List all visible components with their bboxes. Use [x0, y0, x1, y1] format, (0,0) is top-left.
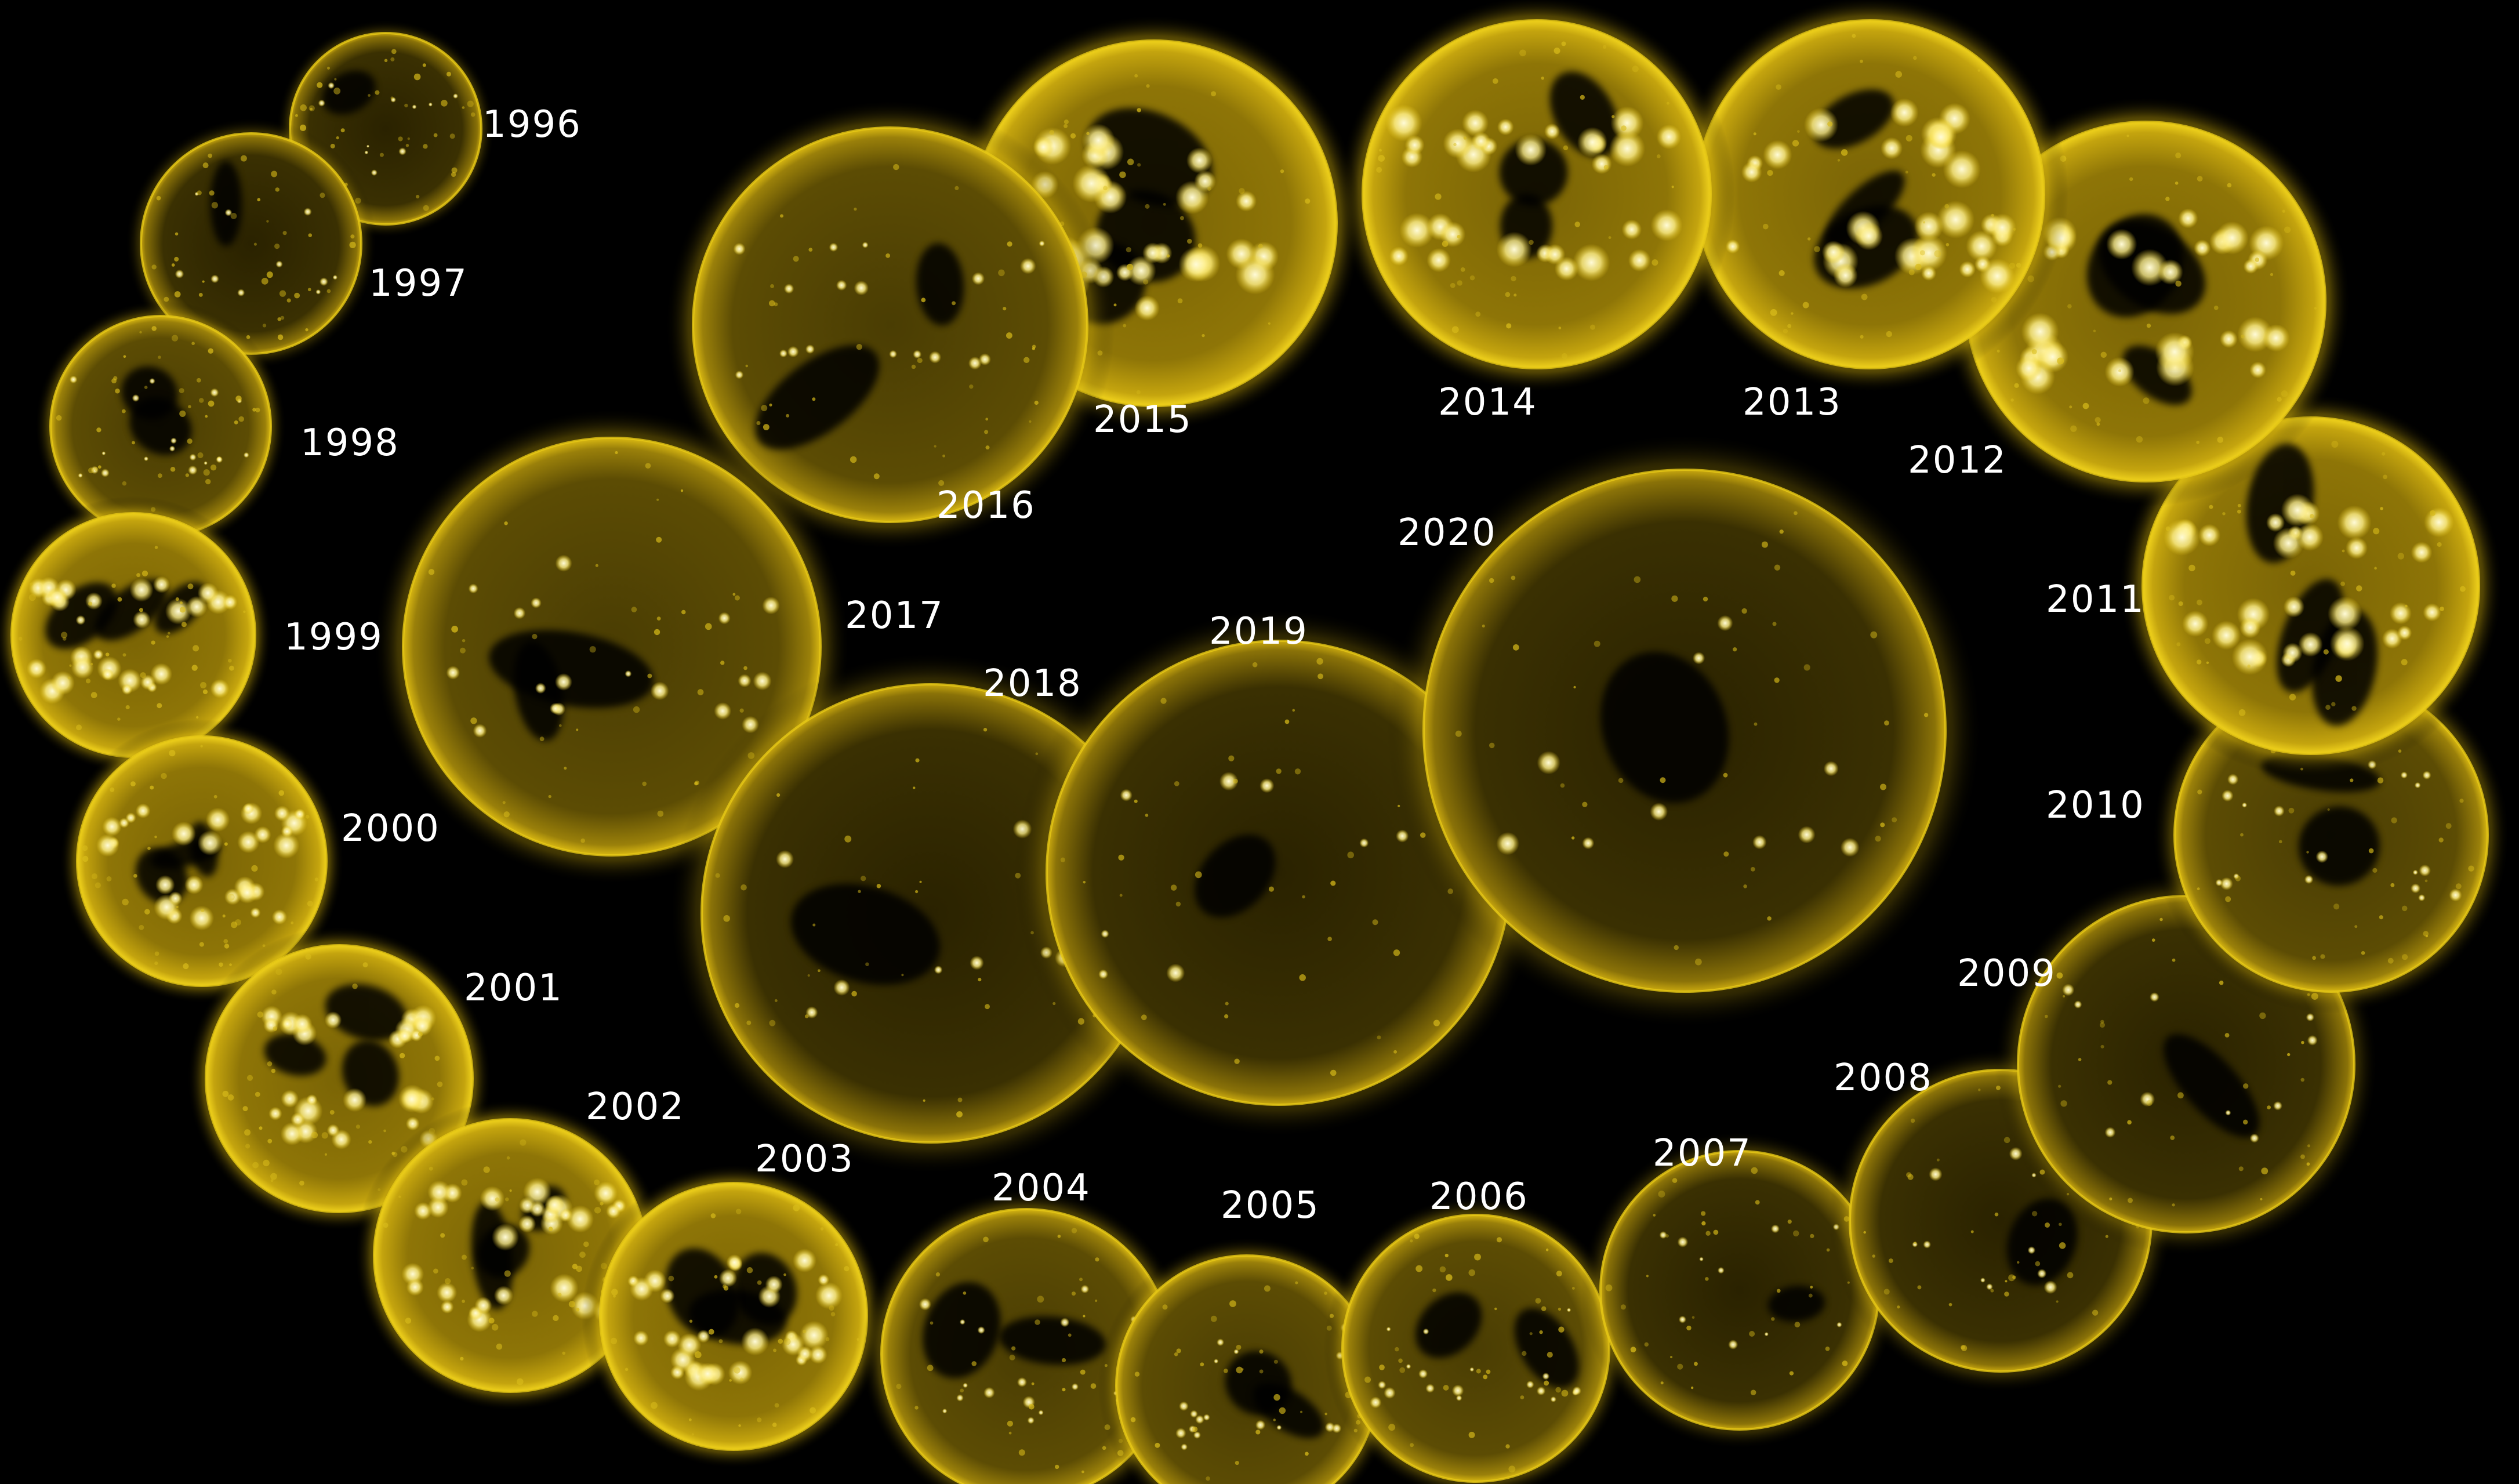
year-label: 2004: [992, 1167, 1091, 1210]
sun-disk-2006: [1323, 1196, 1628, 1484]
year-label: 2018: [983, 662, 1082, 705]
sun-disk-1998: [35, 300, 286, 552]
year-label: 2007: [1653, 1132, 1752, 1175]
sun-disk-2005: [1098, 1237, 1396, 1484]
sun-disk-2007: [1581, 1131, 1899, 1449]
sun-disk-2014: [1338, 0, 1735, 393]
year-label: 1999: [284, 616, 383, 659]
year-label: 1997: [369, 262, 468, 305]
year-label: 1996: [482, 103, 582, 146]
sun-disk-2016: [665, 100, 1115, 550]
year-label: 2006: [1429, 1175, 1529, 1218]
year-label: 2003: [755, 1138, 854, 1181]
year-label: 2002: [586, 1086, 685, 1129]
year-label: 2014: [1438, 381, 1537, 424]
sun-disk-2020: [1387, 433, 1982, 1028]
year-label: 2013: [1743, 381, 1842, 424]
year-label: 2011: [2046, 578, 2145, 621]
year-label: 2019: [1209, 610, 1308, 653]
year-label: 2000: [341, 807, 440, 850]
year-label: 2001: [464, 967, 563, 1010]
year-label: 2016: [937, 484, 1036, 527]
year-labels-layer: 1996 1997 1998 1999 2000 2001 2002 2003 2004 2005…: [284, 103, 2145, 1227]
sun-disk-2003: [581, 1164, 886, 1469]
year-label: 2012: [1908, 439, 2007, 482]
year-label: 2017: [845, 594, 944, 637]
year-label: 2020: [1398, 511, 1497, 554]
sun-disk-1999: [0, 496, 273, 774]
year-label: 2010: [2046, 784, 2145, 827]
year-label: 2008: [1834, 1057, 1933, 1100]
year-label: 2009: [1957, 952, 2056, 995]
year-label: 2005: [1221, 1184, 1320, 1227]
sun-disk-2000: [59, 719, 344, 1004]
year-label: 2015: [1093, 398, 1192, 441]
sun-disk-2013: [1672, 0, 2068, 393]
year-label: 1998: [300, 422, 400, 465]
